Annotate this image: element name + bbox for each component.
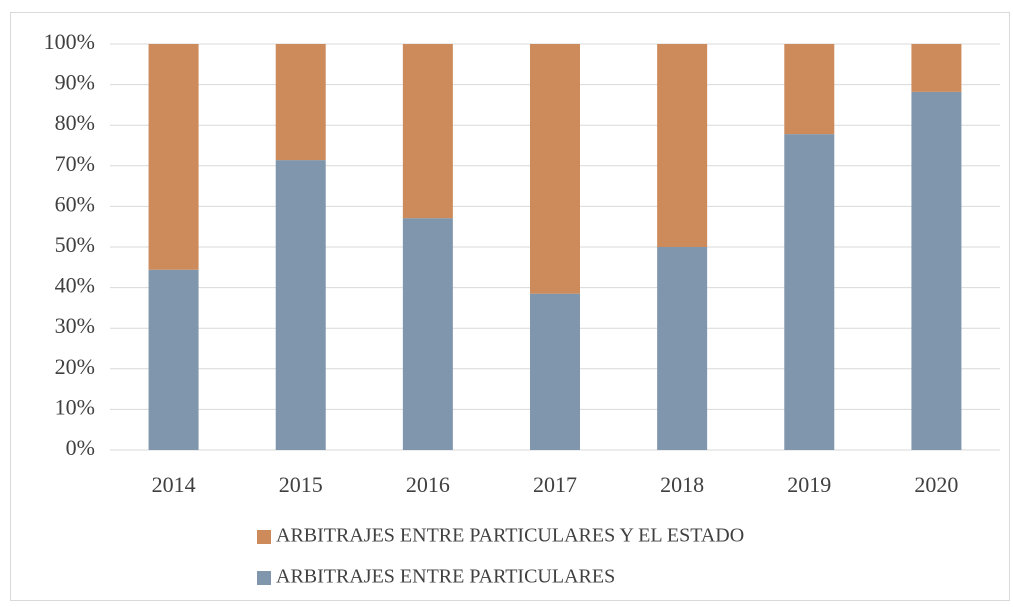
y-tick-label: 50% — [55, 232, 95, 257]
legend: ARBITRAJES ENTRE PARTICULARES ARBITRAJES … — [257, 525, 744, 588]
bar-segment — [530, 293, 580, 450]
y-tick-label: 20% — [55, 354, 95, 379]
y-tick-label: 80% — [55, 110, 95, 135]
bar-segment — [275, 160, 326, 450]
bar-segment — [784, 134, 835, 450]
x-tick-label: 2016 — [406, 472, 450, 497]
legend-label: ARBITRAJES ENTRE PARTICULARES Y EL ESTAD… — [276, 525, 744, 547]
y-tick-label: 0% — [66, 435, 95, 460]
x-tick-label: 2019 — [787, 472, 831, 497]
legend-label: ARBITRAJES ENTRE PARTICULARES — [276, 566, 615, 588]
bar-segment — [148, 44, 199, 270]
y-tick-label: 60% — [55, 191, 95, 216]
x-tick-label: 2014 — [152, 472, 196, 497]
y-tick-label: 90% — [55, 70, 95, 95]
legend-swatch — [257, 571, 271, 585]
bar-segment — [784, 44, 835, 135]
bar-segment — [911, 44, 962, 92]
x-tick-label: 2018 — [660, 472, 704, 497]
bar-segment — [402, 218, 453, 450]
bar-segment — [911, 91, 962, 451]
x-tick-label: 2015 — [279, 472, 323, 497]
y-tick-label: 70% — [55, 151, 95, 176]
y-tick-label: 10% — [55, 394, 95, 419]
bar-segment — [275, 44, 326, 161]
bar-segment — [657, 44, 708, 247]
y-tick-label: 40% — [55, 273, 95, 298]
bar-segment — [530, 44, 580, 294]
y-tick-label: 100% — [44, 29, 95, 54]
x-tick-label: 2017 — [533, 472, 577, 497]
bar-segment — [657, 247, 708, 450]
x-tick-label: 2020 — [914, 472, 958, 497]
bar-segment — [148, 269, 199, 450]
legend-swatch — [257, 530, 271, 544]
bar-segment — [402, 44, 453, 219]
y-tick-label: 30% — [55, 313, 95, 338]
